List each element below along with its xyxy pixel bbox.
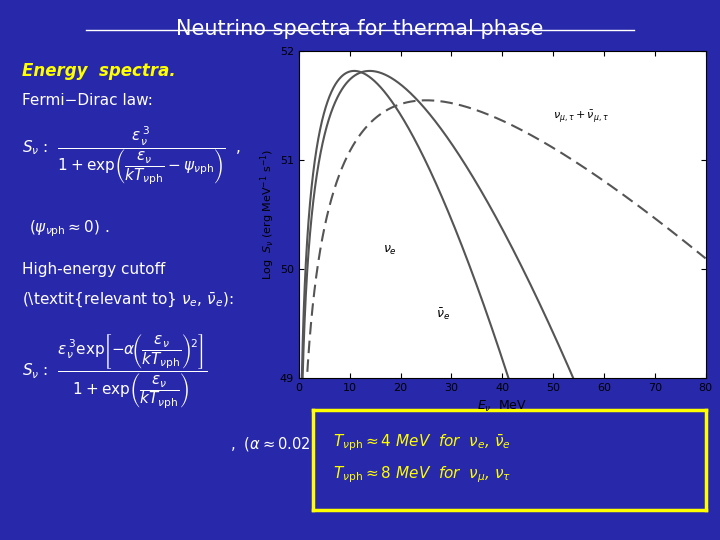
- Text: $\bar{\nu}_e$: $\bar{\nu}_e$: [436, 307, 450, 322]
- Text: Neutrino spectra for thermal phase: Neutrino spectra for thermal phase: [176, 19, 544, 39]
- Text: ,  $(\alpha \approx 0.02-0.04)$.: , $(\alpha \approx 0.02-0.04)$.: [230, 435, 372, 453]
- Text: $T_{\nu\mathrm{ph}} \approx 8$ MeV  for  $\nu_{\mu}$, $\nu_{\tau}$: $T_{\nu\mathrm{ph}} \approx 8$ MeV for $…: [333, 465, 511, 485]
- Y-axis label: Log  $S_{\nu}$ (erg MeV$^{-1}$ s$^{-1}$): Log $S_{\nu}$ (erg MeV$^{-1}$ s$^{-1}$): [258, 149, 277, 280]
- Text: $(\psi_{\nu\mathrm{ph}} \approx 0)$ .: $(\psi_{\nu\mathrm{ph}} \approx 0)$ .: [29, 219, 109, 239]
- X-axis label: $E_{\nu}$  MeV: $E_{\nu}$ MeV: [477, 399, 527, 414]
- Text: (\textit{relevant to} $\nu_e$, $\bar{\nu}_e$):: (\textit{relevant to} $\nu_e$, $\bar{\nu…: [22, 291, 233, 309]
- Text: $S_\nu$ :  $\dfrac{\varepsilon_\nu^{\,3}}{1+\exp\!\left(\dfrac{\varepsilon_\nu}{: $S_\nu$ : $\dfrac{\varepsilon_\nu^{\,3}}…: [22, 124, 240, 187]
- Text: $\nu_e$: $\nu_e$: [383, 244, 397, 257]
- Text: High-energy cutoff: High-energy cutoff: [22, 262, 165, 277]
- Text: Fermi−Dirac law:: Fermi−Dirac law:: [22, 93, 153, 108]
- Text: $S_\nu$ :  $\dfrac{\varepsilon_\nu^{\,3}\exp\!\left[-\alpha\!\left(\dfrac{\varep: $S_\nu$ : $\dfrac{\varepsilon_\nu^{\,3}\…: [22, 332, 207, 411]
- Text: $\nu_{\mu,\tau}+\bar{\nu}_{\mu,\tau}$: $\nu_{\mu,\tau}+\bar{\nu}_{\mu,\tau}$: [553, 108, 609, 125]
- Text: Energy  spectra.: Energy spectra.: [22, 62, 176, 80]
- Text: $T_{\nu\mathrm{ph}} \approx 4$ MeV  for  $\nu_e$, $\bar{\nu}_e$: $T_{\nu\mathrm{ph}} \approx 4$ MeV for $…: [333, 433, 510, 453]
